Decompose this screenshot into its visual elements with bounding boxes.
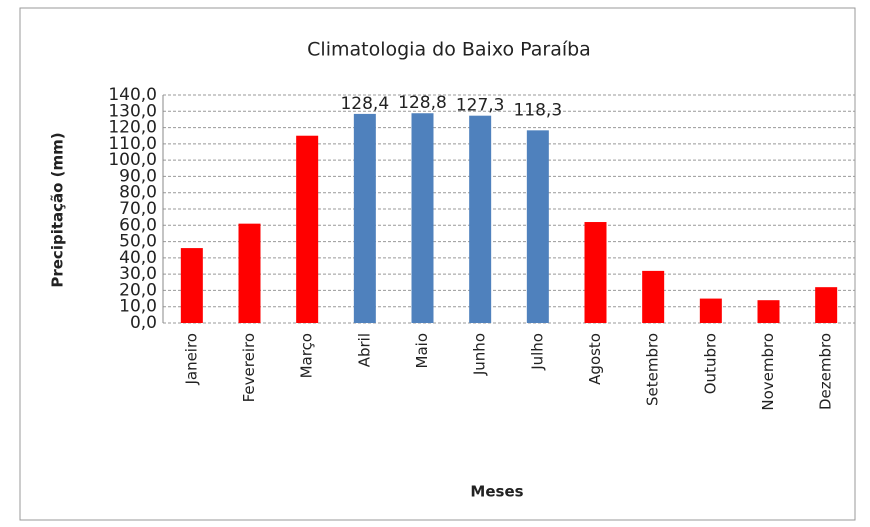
y-tick-label: 80,0 <box>119 183 157 203</box>
y-tick-label: 140,0 <box>108 85 157 105</box>
bar <box>699 298 722 323</box>
y-tick-label: 120,0 <box>108 118 157 138</box>
bar <box>469 115 492 323</box>
y-tick-label: 90,0 <box>119 166 157 186</box>
y-tick-label: 30,0 <box>119 264 157 284</box>
y-tick-label: 110,0 <box>108 134 157 154</box>
y-tick-label: 10,0 <box>119 297 157 317</box>
x-tick-label: Agosto <box>586 333 604 385</box>
bar <box>642 270 665 323</box>
data-label: 127,3 <box>456 96 505 116</box>
bar <box>353 113 376 324</box>
bar <box>180 248 203 323</box>
x-tick-label: Junho <box>471 333 489 376</box>
data-label: 128,4 <box>340 94 389 114</box>
x-tick-label: Setembro <box>644 333 662 406</box>
bar <box>411 113 434 324</box>
bar <box>815 287 838 323</box>
bar <box>757 300 780 323</box>
y-tick-label: 40,0 <box>119 248 157 268</box>
x-tick-label: Maio <box>413 333 431 368</box>
x-tick-label: Novembro <box>759 333 777 411</box>
y-tick-label: 50,0 <box>119 232 157 252</box>
x-axis-title: Meses <box>470 483 523 501</box>
chart-frame <box>19 7 856 521</box>
bar <box>238 223 261 323</box>
bar <box>526 130 549 323</box>
data-label: 128,8 <box>398 93 447 113</box>
x-tick-label: Fevereiro <box>240 333 258 402</box>
data-label: 118,3 <box>513 100 562 120</box>
y-tick-label: 100,0 <box>108 150 157 170</box>
x-tick-label: Janeiro <box>182 333 200 386</box>
y-tick-label: 0,0 <box>130 313 157 333</box>
x-tick-label: Dezembro <box>817 333 835 410</box>
x-tick-label: Abril <box>355 333 373 367</box>
y-tick-label: 60,0 <box>119 215 157 235</box>
bar <box>584 222 607 323</box>
bar <box>296 135 319 323</box>
x-tick-label: Outubro <box>701 333 719 394</box>
x-tick-label: Julho <box>528 333 546 371</box>
y-axis-title: Precipitação (mm) <box>49 132 67 287</box>
x-tick-label: Março <box>298 333 316 378</box>
y-tick-label: 20,0 <box>119 280 157 300</box>
y-tick-label: 70,0 <box>119 199 157 219</box>
y-tick-label: 130,0 <box>108 101 157 121</box>
chart-title: Climatologia do Baixo Paraíba <box>307 39 591 61</box>
